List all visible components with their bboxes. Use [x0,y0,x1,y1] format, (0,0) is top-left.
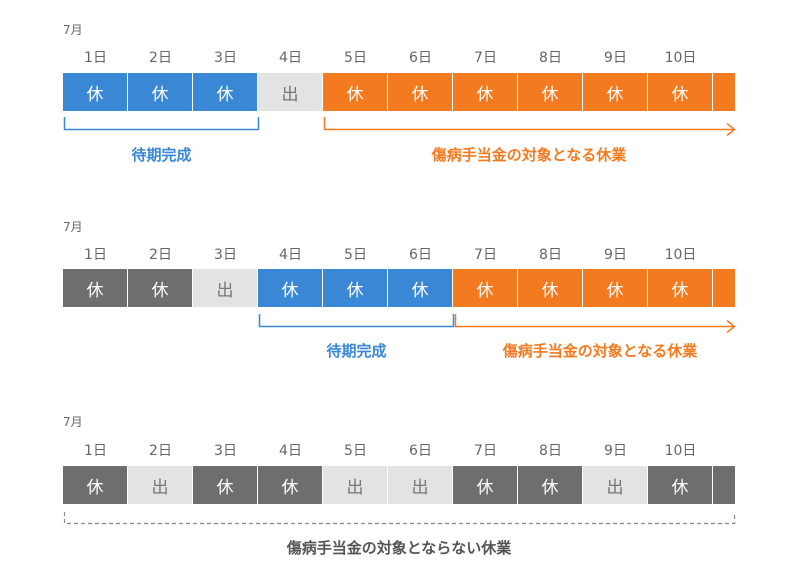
day-label: 10日 [664,50,697,66]
continuation-cell [713,269,735,307]
day-label: 6日 [409,443,432,459]
leave-day-cell: 休 [193,73,257,111]
calendar-row: 休出休休出出休休出休 [63,466,735,504]
benefit-period-label: 傷病手当金の対象となる休業 [502,342,698,360]
leave-day-cell: 休 [518,269,582,307]
leave-day-cell: 休 [63,73,127,111]
day-label: 4日 [279,247,302,263]
continuation-cell [713,466,735,504]
day-label: 3日 [214,247,237,263]
day-label: 1日 [84,443,107,459]
day-label: 7日 [474,443,497,459]
leave-day-cell: 休 [63,269,127,307]
day-label: 4日 [279,50,302,66]
day-label: 1日 [84,50,107,66]
day-label: 8日 [539,443,562,459]
day-label: 10日 [664,443,697,459]
benefit-period-arrow [323,117,734,131]
bracket-overlay [258,314,736,334]
waiting-period-label: 待期完成 [131,146,192,164]
leave-day-cell: 休 [193,466,257,504]
leave-day-cell: 休 [453,466,517,504]
day-label: 8日 [539,50,562,66]
leave-day-cell: 休 [453,73,517,111]
month-label: 7月 [63,415,83,429]
day-header-row: 1日 2日 3日 4日 5日 6日 7日 8日 9日 10日 [0,244,800,264]
leave-day-cell: 休 [388,269,452,307]
day-header-row: 1日 2日 3日 4日 5日 6日 7日 8日 9日 10日 [0,47,800,67]
benefit-period-label: 傷病手当金の対象となる休業 [431,146,627,164]
day-label: 8日 [539,247,562,263]
workday-cell: 出 [193,269,257,307]
leave-day-cell: 休 [258,466,322,504]
leave-day-cell: 休 [648,466,712,504]
not-covered-label: 傷病手当金の対象とならない休業 [286,539,512,557]
day-label: 5日 [344,247,367,263]
day-label: 5日 [344,50,367,66]
arrow-head [726,319,736,334]
day-label: 7日 [474,50,497,66]
day-label: 3日 [214,50,237,66]
day-label: 2日 [149,443,172,459]
leave-day-cell: 休 [648,269,712,307]
leave-day-cell: 休 [323,73,387,111]
leave-day-cell: 休 [258,269,322,307]
leave-day-cell: 休 [518,73,582,111]
month-label: 7月 [63,23,83,37]
waiting-period-label: 待期完成 [326,342,387,360]
leave-day-cell: 休 [453,269,517,307]
day-label: 9日 [604,247,627,263]
day-label: 6日 [409,50,432,66]
calendar-row: 休休出休休休休休休休 [63,269,735,307]
continuation-cell [713,73,735,111]
day-label: 5日 [344,443,367,459]
workday-cell: 出 [258,73,322,111]
day-label: 6日 [409,247,432,263]
leave-day-cell: 休 [128,73,192,111]
workday-cell: 出 [583,466,647,504]
leave-day-cell: 休 [583,73,647,111]
leave-day-cell: 休 [583,269,647,307]
leave-day-cell: 休 [128,269,192,307]
workday-cell: 出 [388,466,452,504]
day-label: 1日 [84,247,107,263]
day-label: 2日 [149,247,172,263]
day-label: 2日 [149,50,172,66]
benefit-period-arrow [454,314,734,328]
workday-cell: 出 [128,466,192,504]
workday-cell: 出 [323,466,387,504]
day-label: 10日 [664,247,697,263]
leave-day-cell: 休 [63,466,127,504]
arrow-head [726,122,736,137]
leave-day-cell: 休 [518,466,582,504]
month-label: 7月 [63,220,83,234]
day-header-row: 1日 2日 3日 4日 5日 6日 7日 8日 9日 10日 [0,440,800,460]
day-label: 4日 [279,443,302,459]
leave-day-cell: 休 [388,73,452,111]
day-label: 9日 [604,443,627,459]
waiting-period-bracket [63,117,260,131]
leave-day-cell: 休 [323,269,387,307]
waiting-period-bracket [258,314,455,328]
day-label: 3日 [214,443,237,459]
not-covered-bracket [63,512,736,525]
calendar-row: 休休休出休休休休休休 [63,73,735,111]
day-label: 9日 [604,50,627,66]
day-label: 7日 [474,247,497,263]
bracket-overlay [63,117,736,137]
leave-day-cell: 休 [648,73,712,111]
